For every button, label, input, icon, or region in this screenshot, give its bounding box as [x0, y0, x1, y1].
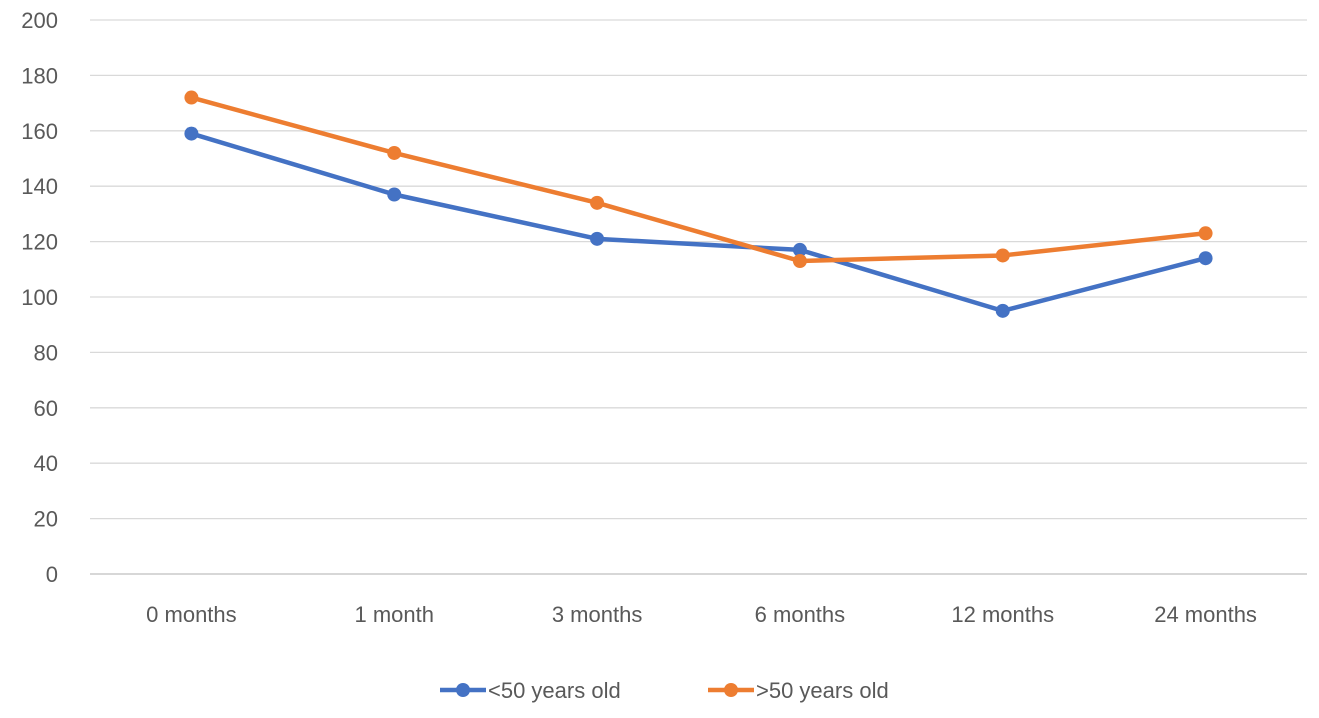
legend-item: <50 years old: [440, 678, 621, 703]
legend-label: <50 years old: [488, 678, 621, 703]
legend: <50 years old >50 years old: [440, 678, 889, 703]
legend-swatch-marker: [456, 683, 470, 697]
y-tick-label: 0: [46, 562, 58, 587]
y-tick-label: 60: [34, 396, 58, 421]
y-tick-label: 160: [21, 119, 58, 144]
series-2: [184, 90, 1213, 268]
y-tick-label: 100: [21, 285, 58, 310]
y-tick-label: 120: [21, 230, 58, 255]
y-tick-label: 180: [21, 63, 58, 88]
y-tick-label: 20: [34, 507, 58, 532]
data-point: [792, 242, 807, 257]
gridlines: [90, 19, 1307, 575]
legend-item: >50 years old: [708, 678, 889, 703]
series-line: [189, 95, 1208, 264]
x-tick-label: 3 months: [552, 602, 643, 627]
y-tick-label: 80: [34, 340, 58, 365]
data-point: [590, 231, 605, 246]
data-point: [1198, 226, 1213, 241]
data-point: [995, 248, 1010, 263]
data-point: [590, 195, 605, 210]
x-tick-label: 1 month: [355, 602, 435, 627]
series-lines: [184, 90, 1213, 318]
legend-swatch-marker: [724, 683, 738, 697]
x-tick-label: 6 months: [755, 602, 846, 627]
y-tick-label: 40: [34, 451, 58, 476]
data-point: [995, 303, 1010, 318]
y-tick-label: 200: [21, 8, 58, 33]
data-point: [184, 126, 199, 141]
x-tick-label: 24 months: [1154, 602, 1257, 627]
legend-label: >50 years old: [756, 678, 889, 703]
data-point: [184, 90, 199, 105]
y-axis-ticks: 0 20 40 60 80 100 120 140 160 180 200: [21, 8, 58, 587]
data-point: [792, 253, 807, 268]
data-point: [387, 145, 402, 160]
data-point: [1198, 251, 1213, 266]
x-tick-label: 0 months: [146, 602, 237, 627]
x-axis-ticks: 0 months 1 month 3 months 6 months 12 months…: [146, 602, 1257, 627]
series-line: [189, 131, 1208, 314]
y-tick-label: 140: [21, 174, 58, 199]
data-point: [387, 187, 402, 202]
series-1: [184, 126, 1213, 318]
x-tick-label: 12 months: [951, 602, 1054, 627]
